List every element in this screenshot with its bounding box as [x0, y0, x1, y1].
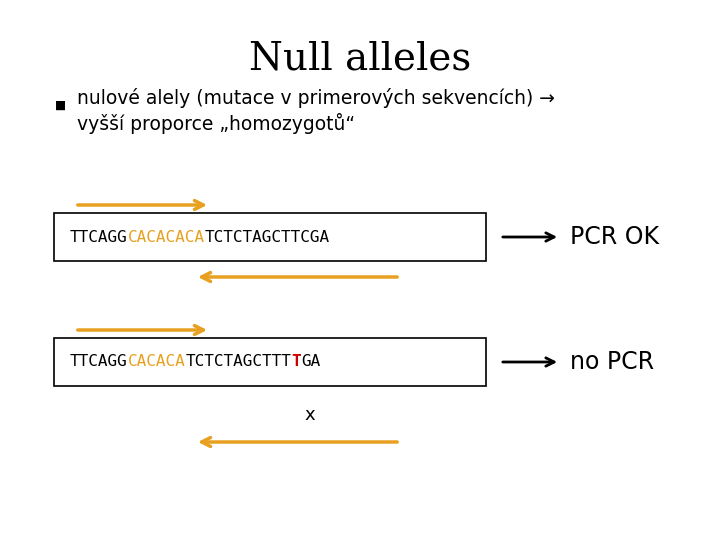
Text: CACACA: CACACA — [127, 354, 186, 369]
Text: vyšší proporce „homozygotů“: vyšší proporce „homozygotů“ — [77, 112, 355, 133]
Text: CACACACA: CACACACA — [127, 230, 204, 245]
Text: no PCR: no PCR — [570, 350, 654, 374]
Text: GA: GA — [301, 354, 320, 369]
Text: PCR OK: PCR OK — [570, 225, 659, 249]
Text: TCTCTAGCTTCGA: TCTCTAGCTTCGA — [204, 230, 330, 245]
Text: TTCAGG: TTCAGG — [70, 354, 127, 369]
Text: Null alleles: Null alleles — [249, 40, 471, 77]
Text: ■: ■ — [55, 98, 66, 111]
Text: nulové alely (mutace v primerových sekvencích) →: nulové alely (mutace v primerových sekve… — [77, 88, 555, 108]
FancyBboxPatch shape — [54, 338, 486, 386]
Text: x: x — [305, 406, 315, 424]
Text: TTCAGG: TTCAGG — [70, 230, 127, 245]
Text: T: T — [292, 354, 301, 369]
FancyBboxPatch shape — [54, 213, 486, 261]
Text: TCTCTAGCTTT: TCTCTAGCTTT — [186, 354, 292, 369]
